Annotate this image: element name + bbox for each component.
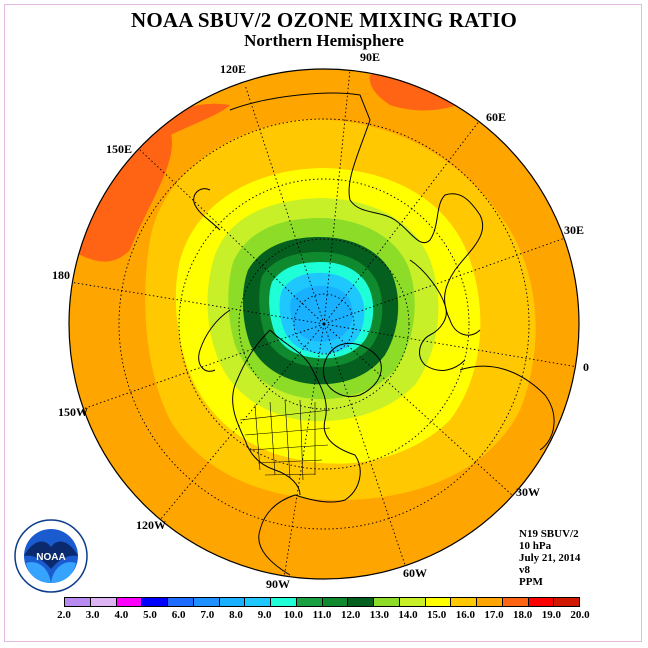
colorbar-tick-label: 15.0 [427, 609, 447, 621]
lon-label-90w: 90W [266, 577, 290, 591]
colorbar-swatch-2 [116, 598, 143, 606]
colorbar-swatch-18 [528, 598, 555, 606]
ozone-band-18-patch-northwest [140, 103, 230, 140]
colorbar-swatch-10 [322, 598, 349, 606]
colorbar-swatch-17 [502, 598, 529, 606]
colorbar-tick-label: 6.0 [171, 609, 186, 621]
meridian-180 [69, 281, 325, 325]
colorbar-swatch-11 [348, 598, 374, 606]
coastline-eurasia [229, 92, 484, 336]
state-borders [239, 399, 331, 481]
colorbar-swatch-0 [65, 598, 91, 606]
colorbar-tick-label: 2.0 [57, 609, 71, 621]
colorbar-tick-label: 8.0 [229, 609, 243, 621]
colorbar-tick-label: 7.0 [200, 609, 215, 621]
latitude-circle-45 [178, 178, 470, 470]
map-boundary [68, 68, 580, 580]
colorbar-tick-label: 19.0 [541, 609, 561, 621]
info-date: July 21, 2014 [519, 552, 581, 564]
colorbar-tick-label: 4.0 [114, 609, 129, 621]
colorbar-tick-label: 18.0 [513, 609, 533, 621]
colorbar-tick-label: 14.0 [398, 609, 418, 621]
coastline-alaska [198, 309, 231, 372]
colorbar-swatch-4 [168, 598, 194, 606]
latitude-circle-30 [118, 118, 530, 530]
coastline-europe [409, 259, 466, 371]
colorbar [64, 597, 580, 607]
lon-label-30w: 30W [516, 485, 540, 499]
meridian-0 [323, 323, 579, 368]
colorbar-tick-label: 12.0 [341, 609, 361, 621]
colorbar-swatch-9 [296, 598, 323, 606]
colorbar-tick-label: 5.0 [143, 609, 157, 621]
coastline-kamchatka [193, 188, 221, 231]
colorbar-swatch-16 [477, 598, 503, 606]
info-block: N19 SBUV/2 10 hPa July 21, 2014 v8 PPM [519, 528, 580, 588]
colorbar-tick-label: 3.0 [85, 609, 100, 621]
lon-label-150w: 150W [58, 405, 88, 419]
colorbar-swatch-6 [219, 598, 246, 606]
colorbar-tick-label: 9.0 [257, 609, 272, 621]
meridian-90w [283, 323, 325, 579]
lon-label-120w: 120W [136, 518, 166, 532]
lon-label-150e: 150E [106, 142, 133, 156]
colorbar-swatch-5 [193, 598, 220, 606]
meridian-60e [323, 119, 481, 325]
noaa-logo-icon: NOAA [14, 519, 88, 593]
info-satellite: N19 SBUV/2 [519, 528, 579, 540]
colorbar-swatch-7 [245, 598, 271, 606]
chart-title: NOAA SBUV/2 OZONE MIXING RATIO [131, 8, 517, 32]
chart-subtitle: Northern Hemisphere [244, 31, 404, 50]
lon-label-0: 0 [583, 360, 589, 374]
info-version: v8 [519, 564, 530, 576]
meridian-90e [323, 69, 351, 325]
plot-frame [4, 4, 642, 642]
coastline-greenland [323, 343, 382, 397]
colorbar-tick-label: 10.0 [283, 609, 303, 621]
info-units: PPM [519, 576, 543, 588]
colorbar-tick-label: 11.0 [312, 609, 332, 621]
colorbar-swatch-1 [90, 598, 117, 606]
latitude-circle-75 [293, 293, 355, 355]
latitude-circle-60 [238, 238, 410, 410]
coastline-africa [459, 365, 555, 451]
colorbar-swatch-12 [374, 598, 400, 606]
coastline-north-america [232, 329, 361, 576]
lon-label-90e: 90E [360, 50, 381, 64]
info-level: 10 hPa [519, 540, 552, 552]
colorbar-swatch-15 [451, 598, 477, 606]
colorbar-tick-label: 16.0 [455, 609, 475, 621]
ozone-band-18-patch-north [369, 73, 470, 111]
colorbar-swatch-8 [271, 598, 297, 606]
colorbar-tick-label: 20.0 [570, 609, 590, 621]
lon-label-180: 180 [52, 268, 70, 282]
meridian-120w [159, 323, 325, 521]
lon-label-30e: 30E [564, 223, 585, 237]
colorbar-tick-label: 17.0 [484, 609, 504, 621]
lon-label-60e: 60E [486, 110, 507, 124]
colorbar-swatch-19 [554, 598, 579, 606]
colorbar-swatch-3 [142, 598, 168, 606]
ozone-band-8 [290, 285, 353, 342]
meridian-30e [323, 237, 566, 325]
lon-label-120e: 120E [220, 62, 247, 76]
logo-text: NOAA [36, 552, 65, 563]
colorbar-swatch-13 [399, 598, 426, 606]
colorbar-swatch-14 [425, 598, 452, 606]
lon-label-60w: 60W [403, 566, 427, 580]
colorbar-tick-label: 13.0 [369, 609, 389, 621]
